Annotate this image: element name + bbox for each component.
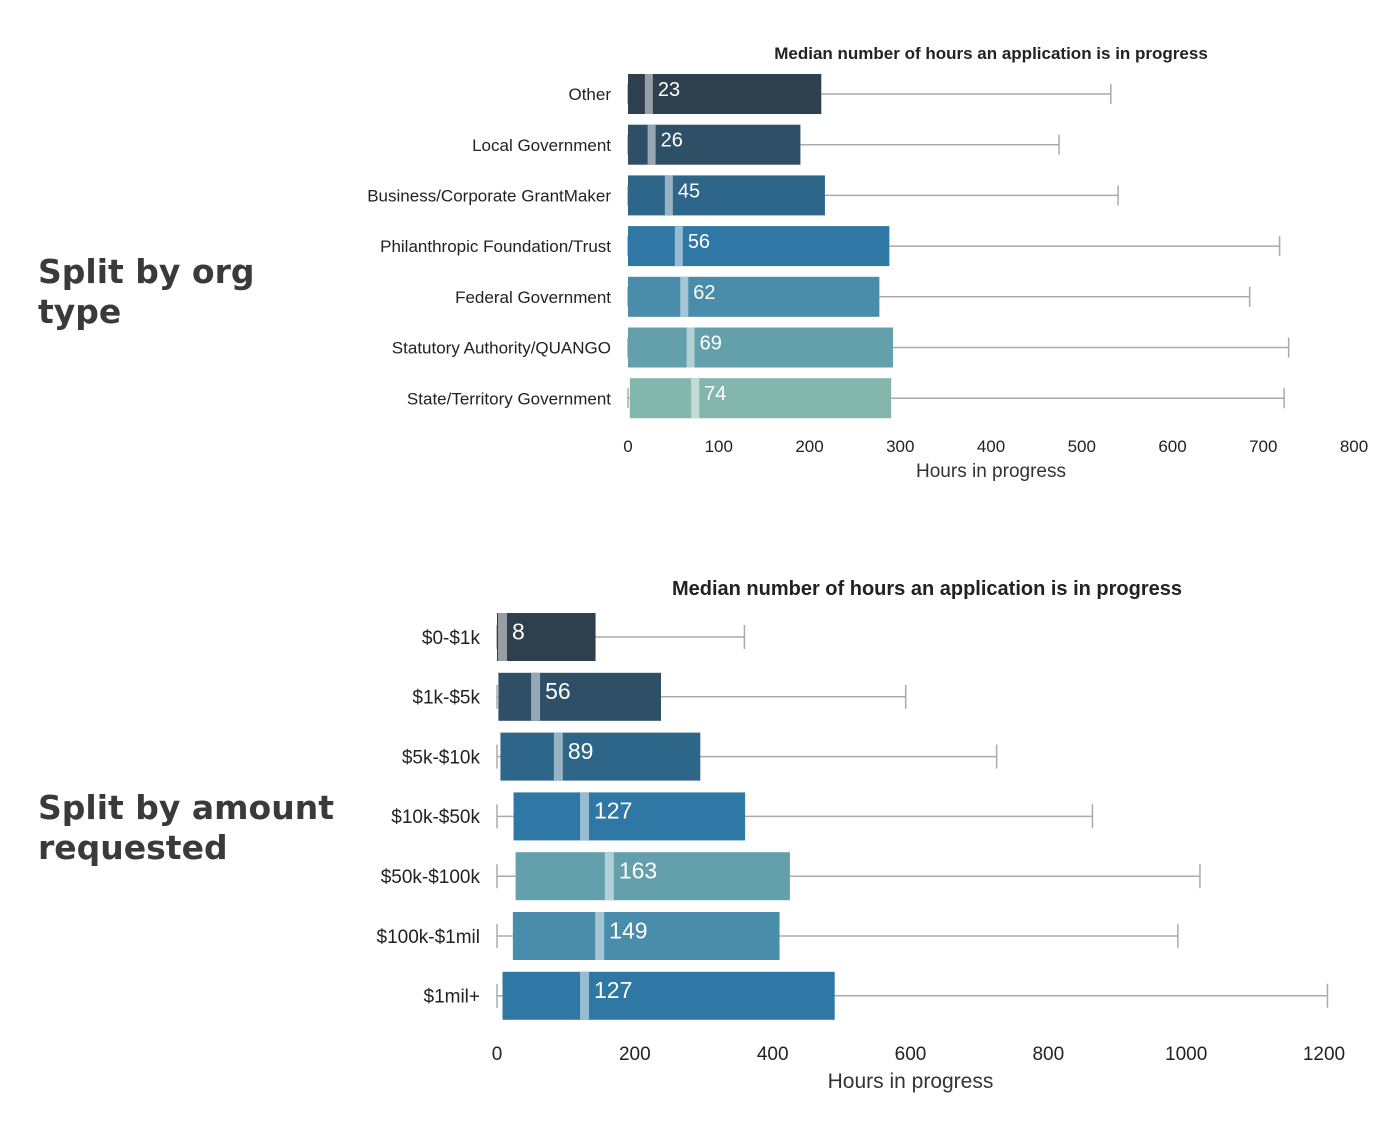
chart2-median-marker	[580, 792, 590, 841]
chart2-box	[500, 732, 701, 781]
chart2-median-label: 89	[568, 738, 594, 764]
chart1-median-label: 26	[661, 130, 683, 152]
chart2-median-label: 8	[512, 618, 525, 644]
chart2-category-label: $10k-$50k	[391, 807, 480, 828]
chart1-median-label: 62	[693, 282, 715, 304]
chart1-box	[628, 175, 825, 216]
chart2-median-marker	[595, 912, 605, 960]
chart2-median-marker	[553, 732, 563, 781]
chart1-category-label: Federal Government	[455, 288, 611, 307]
chart1-category-label: Philanthropic Foundation/Trust	[380, 237, 611, 256]
chart1-tick-label: 800	[1340, 437, 1368, 456]
chart1-median-marker	[691, 378, 700, 419]
chart1-median-marker	[674, 226, 683, 267]
chart1-median-label: 23	[658, 79, 680, 101]
chart1-tick-label: 700	[1249, 437, 1277, 456]
chart1-category-label: State/Territory Government	[407, 389, 611, 408]
chart1-tick-label: 400	[977, 437, 1005, 456]
chart1-median-label: 56	[688, 231, 710, 253]
chart1-median-marker	[680, 276, 689, 317]
chart1-box	[628, 74, 822, 114]
chart2-category-label: $100k-$1mil	[377, 927, 481, 948]
chart2-category-label: $1mil+	[424, 987, 481, 1008]
chart2-tick-label: 200	[619, 1044, 651, 1065]
chart2-tick-label: 1000	[1165, 1044, 1207, 1065]
chart2-median-marker	[531, 672, 541, 721]
chart1-box	[629, 378, 892, 419]
chart2-category-label: $0-$1k	[422, 628, 481, 649]
chart1-title: Median number of hours an application is…	[774, 44, 1208, 63]
chart1-median-marker	[647, 124, 656, 165]
chart2-x-axis-label: Hours in progress	[828, 1070, 994, 1093]
chart1-box	[628, 276, 880, 317]
chart1-box	[628, 226, 890, 267]
chart2-tick-label: 800	[1032, 1044, 1064, 1065]
chart2-median-marker	[580, 971, 590, 1020]
chart1-category-label: Other	[568, 85, 611, 104]
chart2-tick-label: 1200	[1303, 1044, 1345, 1065]
chart2-tick-label: 600	[895, 1044, 927, 1065]
org-type-section-label: Split by org type	[38, 252, 255, 331]
chart2-box	[498, 672, 662, 721]
chart2-median-label: 163	[619, 858, 657, 884]
chart1-tick-label: 600	[1158, 437, 1186, 456]
chart2-box	[515, 852, 790, 901]
chart2-median-marker	[498, 613, 508, 661]
chart2-median-label: 56	[545, 678, 571, 704]
chart1-median-label: 69	[700, 333, 722, 355]
chart2-box	[497, 613, 596, 661]
chart2-median-marker	[604, 852, 614, 901]
chart2-title: Median number of hours an application is…	[672, 578, 1182, 600]
chart1-tick-label: 200	[795, 437, 823, 456]
chart1-category-label: Statutory Authority/QUANGO	[392, 339, 611, 358]
chart2-category-label: $5k-$10k	[402, 747, 481, 768]
amount-section-label: Split by amount requested	[38, 788, 334, 867]
chart1-category-label: Local Government	[472, 136, 611, 155]
chart1-category-label: Business/Corporate GrantMaker	[367, 187, 611, 206]
chart1-box	[628, 124, 801, 165]
chart1-tick-label: 0	[623, 437, 632, 456]
chart2-tick-label: 400	[757, 1044, 789, 1065]
chart1-box	[628, 327, 893, 368]
chart2-median-label: 149	[609, 917, 647, 943]
chart1-median-marker	[686, 327, 695, 368]
chart2-category-label: $1k-$5k	[412, 688, 480, 709]
chart2-median-label: 127	[594, 977, 632, 1003]
chart2-median-label: 127	[594, 798, 632, 824]
chart2-tick-label: 0	[492, 1044, 503, 1065]
chart2-box	[512, 912, 780, 960]
chart1-tick-label: 300	[886, 437, 914, 456]
chart1-x-axis-label: Hours in progress	[916, 461, 1066, 482]
chart2-box	[502, 971, 835, 1020]
chart2-category-label: $50k-$100k	[381, 867, 481, 888]
chart1-tick-label: 500	[1068, 437, 1096, 456]
chart1-median-marker	[664, 175, 673, 216]
chart1-median-label: 45	[678, 180, 700, 202]
chart1-tick-label: 100	[705, 437, 733, 456]
chart2-box	[513, 792, 746, 841]
chart1-median-label: 74	[704, 383, 726, 405]
chart1-median-marker	[644, 74, 653, 114]
